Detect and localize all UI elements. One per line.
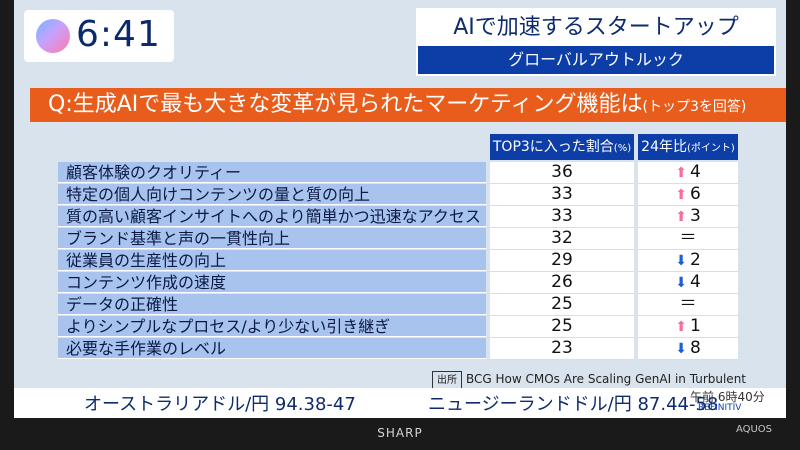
table-row: 顧客体験のクオリティー 36 ⬆ 4 [58,162,758,184]
row-label: 質の高い顧客インサイトへのより簡単かつ迅速なアクセス [58,206,486,227]
row-label: ブランド基準と声の一貫性向上 [58,228,486,249]
question-bar: Q:生成AIで最も大きな変革が見られたマーケティング機能は(トップ3を回答) [30,88,786,122]
row-label: コンテンツ作成の速度 [58,272,486,293]
row-label: 従業員の生産性の向上 [58,250,486,271]
ticker-time: 午前 6時40分 [690,390,765,404]
row-delta: ⬆ 6 [638,184,738,206]
row-delta-value: 4 [689,272,701,292]
data-provider-logo: REFINITIV [698,403,742,413]
row-delta-value: ＝ [679,228,697,248]
ticker-nzd: ニュージーランドドル/円 87.44-58 [428,390,718,416]
row-label: 特定の個人向けコンテンツの量と質の向上 [58,184,486,205]
ticker-nzd-label: ニュージーランドドル/円 [428,394,632,415]
row-delta-value: 4 [689,162,701,182]
row-percent: 25 [490,294,634,316]
row-label: 必要な手作業のレベル [58,338,486,359]
row-percent: 26 [490,272,634,294]
clock-time: 6:41 [76,14,161,55]
table-row: ブランド基準と声の一貫性向上 32 ＝ [58,228,758,250]
row-percent: 32 [490,228,634,250]
row-delta-value: 2 [689,250,701,270]
question-text: Q:生成AIで最も大きな変革が見られたマーケティング機能は [48,92,643,117]
currency-ticker: オーストラリアドル/円 94.38-47 ニュージーランドドル/円 87.44-… [14,388,786,418]
row-delta: ⬇ 4 [638,272,738,294]
row-delta: ＝ [638,228,738,250]
col-head-delta-label: 24年比 [641,139,687,155]
row-label: よりシンプルなプロセス/より少ない引き継ぎ [58,316,486,337]
ticker-nzd-value: 87.44-58 [637,394,719,415]
row-delta-value: 6 [689,184,701,204]
row-delta-value: 8 [689,338,701,358]
survey-table: TOP3に入った割合(%) 24年比(ポイント) 顧客体験のクオリティー 36 … [44,132,760,372]
arrow-down-icon: ⬇ [675,341,687,357]
question-note: (トップ3を回答) [642,99,747,115]
arrow-up-icon: ⬆ [675,209,687,225]
source-note: 出所 BCG How CMOs Are Scaling GenAI in Turb… [432,370,782,407]
tv-brand: SHARP [377,426,423,440]
tv-model: AQUOS [735,424,773,435]
arrow-down-icon: ⬇ [675,253,687,269]
program-subtitle: グローバルアウトルック [508,50,684,69]
row-label: データの正確性 [58,294,486,315]
table-row: よりシンプルなプロセス/より少ない引き継ぎ 25 ⬆ 1 [58,316,758,338]
table-row: 必要な手作業のレベル 23 ⬇ 8 [58,338,758,360]
row-percent: 25 [490,316,634,338]
row-delta: ＝ [638,294,738,316]
row-delta-value: 1 [689,316,701,336]
col-head-top3-unit: (%) [613,143,632,154]
row-delta: ⬇ 8 [638,338,738,360]
col-head-top3-label: TOP3に入った割合 [492,139,614,155]
row-label: 顧客体験のクオリティー [58,162,486,183]
table-row: 質の高い顧客インサイトへのより簡単かつ迅速なアクセス 33 ⬆ 3 [58,206,758,228]
ticker-aud: オーストラリアドル/円 94.38-47 [84,390,356,416]
table-row: データの正確性 25 ＝ [58,294,758,316]
table-row: 従業員の生産性の向上 29 ⬇ 2 [58,250,758,272]
clock-box: 6:41 [24,10,174,62]
row-percent: 23 [490,338,634,360]
row-delta: ⬆ 4 [638,162,738,184]
row-percent: 33 [490,206,634,228]
program-title-box: AIで加速するスタートアップ グローバルアウトルック [416,8,776,76]
ticker-aud-value: 94.38-47 [274,394,356,415]
table-row: 特定の個人向けコンテンツの量と質の向上 33 ⬆ 6 [58,184,758,206]
row-delta-value: 3 [689,206,701,226]
row-delta: ⬇ 2 [638,250,738,272]
col-head-top3: TOP3に入った割合(%) [490,134,634,160]
row-delta-value: ＝ [679,294,697,314]
col-head-delta-unit: (ポイント) [687,143,735,154]
row-percent: 29 [490,250,634,272]
row-percent: 36 [490,162,634,184]
tv-screen: 6:41 AIで加速するスタートアップ グローバルアウトルック Q:生成AIで最… [14,0,786,418]
arrow-up-icon: ⬆ [675,187,687,203]
ticker-aud-label: オーストラリアドル/円 [84,394,270,415]
arrow-up-icon: ⬆ [675,165,687,181]
col-head-delta: 24年比(ポイント) [638,134,738,160]
row-percent: 33 [490,184,634,206]
program-title: AIで加速するスタートアップ [418,10,774,46]
table-row: コンテンツ作成の速度 26 ⬇ 4 [58,272,758,294]
row-delta: ⬆ 3 [638,206,738,228]
arrow-down-icon: ⬇ [675,275,687,291]
channel-logo-icon [36,19,70,53]
arrow-up-icon: ⬆ [675,319,687,335]
row-delta: ⬆ 1 [638,316,738,338]
